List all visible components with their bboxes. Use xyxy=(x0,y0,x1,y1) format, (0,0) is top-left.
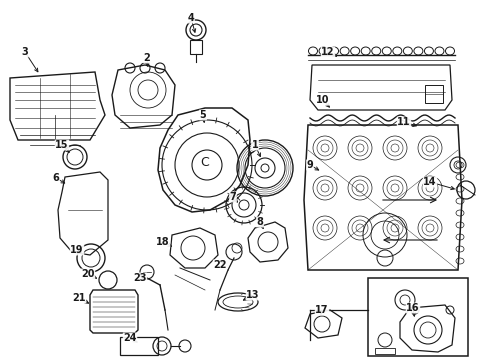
Text: 18: 18 xyxy=(156,237,169,247)
Text: 10: 10 xyxy=(316,95,329,105)
Text: 3: 3 xyxy=(21,47,28,57)
Text: 12: 12 xyxy=(321,47,334,57)
Text: 17: 17 xyxy=(315,305,328,315)
Bar xyxy=(424,85,442,103)
Text: 1: 1 xyxy=(251,140,258,150)
Text: 11: 11 xyxy=(396,117,410,127)
Text: 4: 4 xyxy=(187,13,194,23)
Text: 23: 23 xyxy=(133,273,146,283)
Text: 13: 13 xyxy=(246,290,259,300)
Text: 22: 22 xyxy=(213,260,226,270)
Bar xyxy=(120,337,158,355)
Text: 14: 14 xyxy=(423,177,436,187)
Text: 19: 19 xyxy=(70,245,83,255)
Text: 7: 7 xyxy=(229,192,236,202)
Text: 24: 24 xyxy=(123,333,137,343)
Text: 16: 16 xyxy=(406,303,419,313)
Text: 21: 21 xyxy=(72,293,85,303)
Bar xyxy=(190,40,202,54)
Text: C: C xyxy=(200,156,209,168)
Text: 2: 2 xyxy=(143,53,150,63)
Bar xyxy=(367,278,467,356)
Text: 6: 6 xyxy=(53,173,59,183)
Text: 9: 9 xyxy=(306,160,313,170)
Text: 15: 15 xyxy=(55,140,69,150)
Text: 20: 20 xyxy=(81,269,95,279)
Bar xyxy=(374,348,394,354)
Text: 5: 5 xyxy=(199,110,206,120)
Text: 8: 8 xyxy=(256,217,263,227)
